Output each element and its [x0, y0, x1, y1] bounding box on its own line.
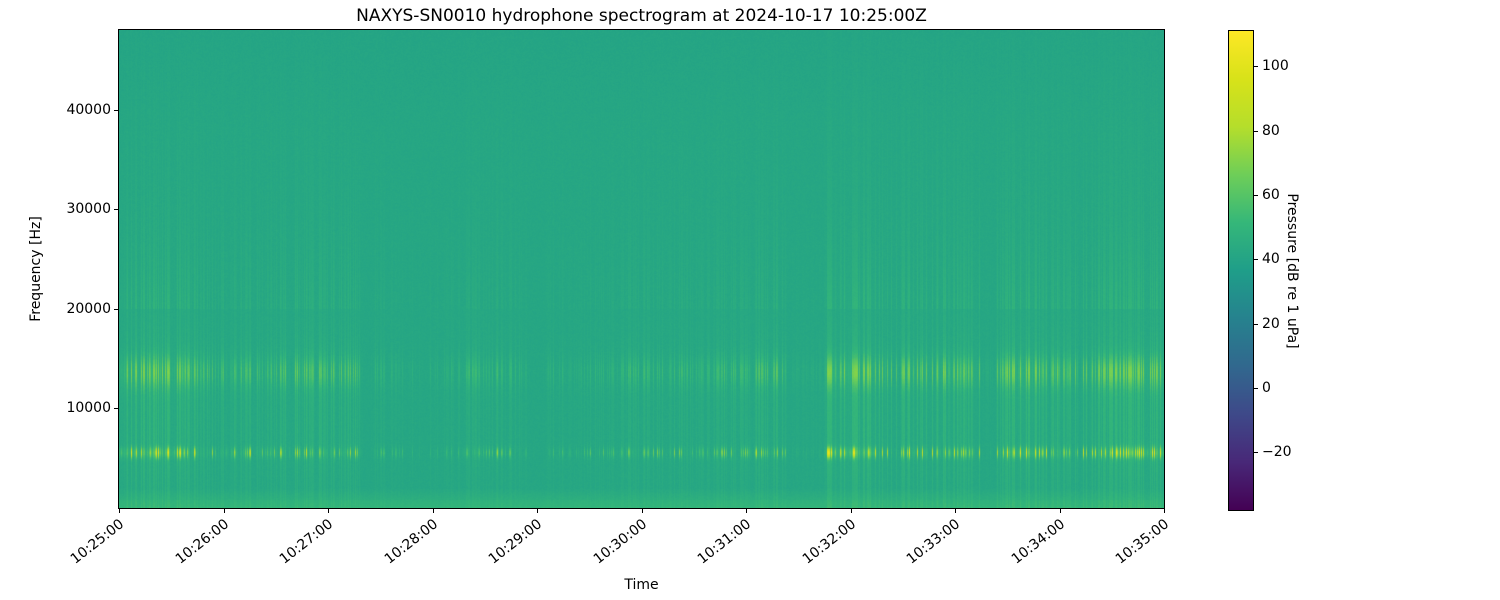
colorbar-tick-label: 40 — [1262, 251, 1280, 268]
colorbar-tick-mark — [1254, 387, 1258, 389]
x-tick-mark — [223, 509, 225, 513]
x-axis-label: Time — [624, 577, 659, 593]
y-tick-mark — [114, 408, 118, 410]
x-tick-mark — [955, 509, 956, 513]
y-tick-label: 40000 — [66, 101, 111, 118]
spectrogram-canvas — [119, 30, 1164, 508]
x-tick-mark — [432, 509, 434, 513]
x-tick-mark — [850, 509, 852, 513]
x-tick-mark — [537, 509, 538, 513]
x-tick-mark — [641, 509, 643, 513]
colorbar-tick-mark — [1254, 130, 1258, 132]
colorbar-tick-label: 20 — [1262, 315, 1280, 332]
colorbar-tick-label: 100 — [1262, 58, 1289, 75]
colorbar-tick-mark — [1254, 452, 1258, 454]
colorbar-tick-mark — [1254, 259, 1258, 261]
x-tick-mark — [119, 509, 120, 513]
colorbar-tick-label: 60 — [1262, 186, 1280, 203]
y-tick-label: 30000 — [66, 201, 111, 218]
colorbar-tick-mark — [1254, 194, 1258, 196]
x-tick-mark — [328, 509, 329, 513]
y-tick-mark — [114, 308, 118, 310]
colorbar-label: Pressure [dB re 1 uPa] — [1284, 193, 1300, 349]
y-tick-label: 10000 — [66, 400, 111, 417]
plot-area — [118, 29, 1165, 509]
x-tick-mark — [1164, 509, 1165, 513]
colorbar-tick-label: 80 — [1262, 122, 1280, 139]
colorbar-tick-label: 0 — [1262, 379, 1271, 396]
y-tick-mark — [114, 209, 118, 211]
y-axis-label: Frequency [Hz] — [28, 216, 44, 322]
colorbar-tick-label: −20 — [1262, 444, 1292, 461]
chart-title: NAXYS-SN0010 hydrophone spectrogram at 2… — [356, 6, 927, 26]
x-tick-mark — [1059, 509, 1061, 513]
y-tick-label: 20000 — [66, 300, 111, 317]
y-tick-mark — [114, 109, 118, 111]
colorbar-tick-mark — [1254, 323, 1258, 325]
colorbar — [1228, 30, 1254, 511]
colorbar-tick-mark — [1254, 66, 1258, 68]
x-tick-mark — [746, 509, 747, 513]
colorbar-gradient — [1229, 31, 1253, 510]
